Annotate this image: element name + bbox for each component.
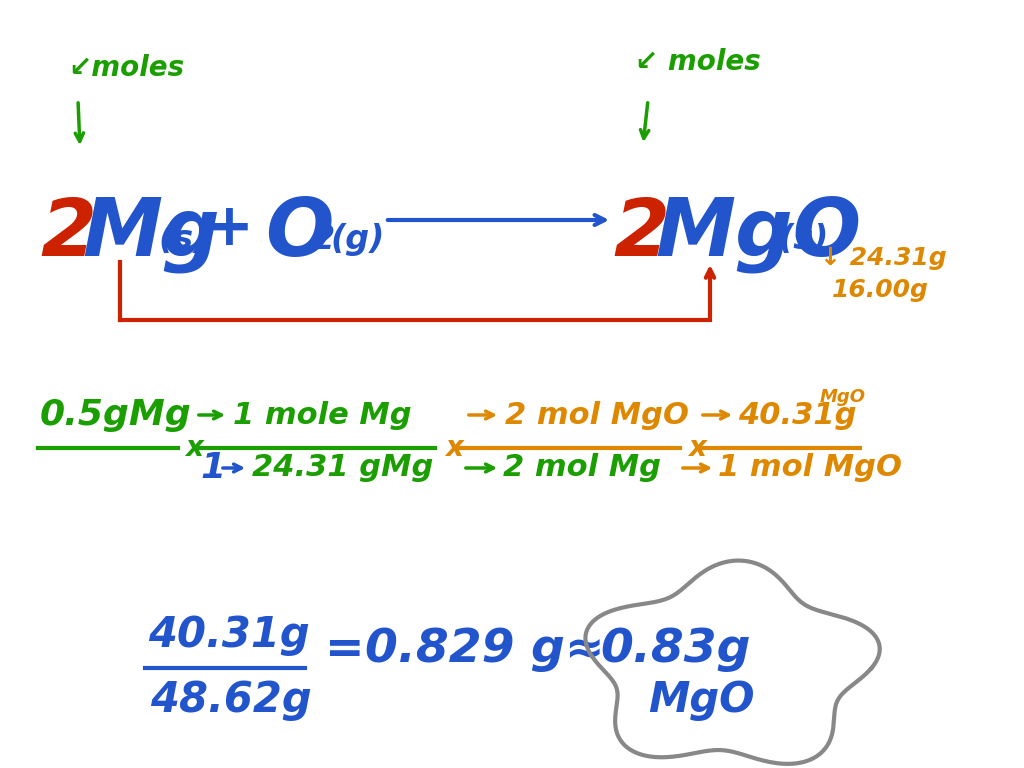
Text: MgO: MgO [820,388,866,406]
Text: 0.5gMg: 0.5gMg [40,398,191,432]
Text: x: x [185,434,203,462]
Text: 16.00g: 16.00g [831,278,929,302]
Text: 2 mol MgO: 2 mol MgO [505,400,689,429]
Text: 1: 1 [200,451,225,485]
Text: 2: 2 [613,195,669,273]
Text: +: + [205,200,254,257]
Text: 0.829 g: 0.829 g [365,627,565,673]
Text: 0.83g: 0.83g [600,627,751,673]
Text: =: = [325,627,365,673]
Text: (g): (g) [330,223,384,256]
Text: 2 mol Mg: 2 mol Mg [503,453,662,482]
Text: (s): (s) [778,223,828,256]
Text: 40.31g: 40.31g [738,400,856,429]
Text: ↙moles: ↙moles [68,54,184,82]
Text: 48.62g: 48.62g [150,679,311,721]
Text: 2: 2 [312,223,335,256]
Text: O: O [265,195,334,273]
Text: 2: 2 [40,195,96,273]
Text: ↙ moles: ↙ moles [635,48,761,76]
Text: ≈: ≈ [565,627,604,673]
Text: MgO: MgO [648,679,755,721]
Text: ↓ 24.31g: ↓ 24.31g [820,246,946,270]
Text: MgO: MgO [655,195,861,273]
Text: 24.31 gMg: 24.31 gMg [252,453,433,482]
Text: x: x [688,434,706,462]
Text: (s): (s) [158,223,208,256]
Text: Mg: Mg [82,195,220,273]
Text: 1 mole Mg: 1 mole Mg [233,400,412,429]
Text: 40.31g: 40.31g [148,614,309,656]
Text: x: x [445,434,463,462]
Text: 1 mol MgO: 1 mol MgO [718,453,902,482]
